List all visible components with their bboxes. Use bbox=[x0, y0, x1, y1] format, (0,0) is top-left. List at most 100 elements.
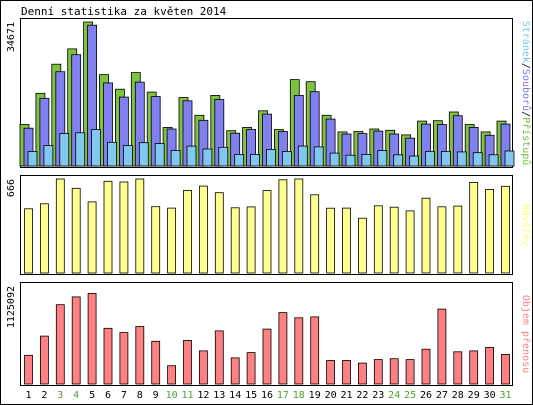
day-label-7: 7 bbox=[121, 390, 127, 401]
day-label-12: 12 bbox=[197, 390, 209, 401]
bar-visits-návštěv-day-17 bbox=[278, 179, 288, 274]
bar-kbytes-objem-přenosu-day-23 bbox=[373, 359, 383, 385]
bar-traffic-stránek-day-1 bbox=[27, 151, 38, 167]
bar-kbytes-objem-přenosu-day-3 bbox=[55, 304, 65, 385]
panel-max-label-visits: 666 bbox=[6, 179, 17, 197]
day-label-13: 13 bbox=[213, 390, 225, 401]
day-axis: 1 2 3 4 5 6 7 8 9 10 11 12 13 14 15 16 17 18 19 20 21 22 23 24 2… bbox=[25, 390, 511, 401]
day-label-17: 17 bbox=[277, 390, 289, 401]
panel-kbytes: 1125092 Objem přenosu bbox=[6, 282, 532, 386]
bar-traffic-stránek-day-5 bbox=[91, 129, 101, 167]
day-label-22: 22 bbox=[356, 390, 368, 401]
bar-kbytes-objem-přenosu-day-17 bbox=[278, 312, 288, 385]
panel-max-label-kbytes: 1125092 bbox=[6, 286, 17, 328]
day-label-19: 19 bbox=[309, 390, 321, 401]
day-label-15: 15 bbox=[245, 390, 257, 401]
legend-part: Objem přenosu bbox=[520, 295, 532, 373]
bar-visits-návštěv-day-31 bbox=[501, 185, 510, 274]
bar-traffic-stránek-day-28 bbox=[456, 151, 467, 167]
bar-traffic-stránek-day-7 bbox=[123, 145, 133, 167]
bar-traffic-stránek-day-12 bbox=[202, 148, 213, 167]
day-label-30: 30 bbox=[484, 390, 496, 401]
legend-part: Návštěv bbox=[520, 204, 532, 246]
bar-visits-návštěv-day-14 bbox=[230, 207, 240, 274]
bar-traffic-stránek-day-10 bbox=[170, 150, 181, 167]
day-label-21: 21 bbox=[340, 390, 352, 401]
day-label-24: 24 bbox=[388, 390, 400, 401]
panel-legend-visits: Návštěv bbox=[520, 204, 532, 246]
bar-kbytes-objem-přenosu-day-20 bbox=[326, 360, 336, 385]
bar-traffic-stránek-day-26 bbox=[425, 151, 435, 167]
bar-traffic-stránek-day-11 bbox=[186, 145, 197, 167]
bar-kbytes-objem-přenosu-day-15 bbox=[246, 352, 256, 385]
bar-traffic-stránek-day-2 bbox=[43, 145, 54, 167]
bar-kbytes-objem-přenosu-day-28 bbox=[453, 351, 463, 385]
panel-traffic: 34671 Stránek/Souborů/Přístupů bbox=[6, 18, 532, 168]
bar-traffic-stránek-day-14 bbox=[234, 153, 245, 167]
day-label-25: 25 bbox=[404, 390, 416, 401]
bar-visits-návštěv-day-13 bbox=[214, 192, 224, 274]
legend-part: Přístupů bbox=[520, 117, 532, 165]
bar-visits-návštěv-day-3 bbox=[55, 178, 65, 274]
bar-kbytes-objem-přenosu-day-5 bbox=[87, 292, 97, 385]
bar-traffic-stránek-day-31 bbox=[504, 150, 515, 167]
day-label-1: 1 bbox=[25, 390, 31, 401]
bar-traffic-stránek-day-9 bbox=[154, 143, 165, 167]
day-label-9: 9 bbox=[153, 390, 159, 401]
bar-traffic-stránek-day-29 bbox=[472, 152, 483, 167]
day-label-3: 3 bbox=[57, 390, 63, 401]
day-label-16: 16 bbox=[261, 390, 273, 401]
bar-visits-návštěv-day-10 bbox=[167, 207, 177, 274]
bar-kbytes-objem-přenosu-day-10 bbox=[167, 365, 177, 385]
bar-kbytes-objem-přenosu-day-1 bbox=[24, 354, 33, 385]
panel-legend-traffic: Stránek/Souborů/Přístupů bbox=[520, 21, 532, 166]
bar-traffic-stránek-day-16 bbox=[266, 148, 276, 167]
bar-visits-návštěv-day-4 bbox=[71, 187, 81, 274]
bar-kbytes-objem-přenosu-day-6 bbox=[103, 327, 113, 385]
bar-traffic-stránek-day-27 bbox=[440, 151, 451, 167]
bar-traffic-stránek-day-22 bbox=[361, 153, 372, 167]
bar-visits-návštěv-day-24 bbox=[389, 206, 399, 274]
day-label-4: 4 bbox=[73, 390, 79, 401]
bar-visits-návštěv-day-5 bbox=[87, 201, 97, 274]
bar-visits-návštěv-day-25 bbox=[405, 210, 415, 274]
day-label-11: 11 bbox=[181, 390, 193, 401]
bar-traffic-stránek-day-13 bbox=[218, 146, 229, 167]
bar-visits-návštěv-day-8 bbox=[135, 178, 145, 274]
day-label-2: 2 bbox=[41, 390, 47, 401]
bar-kbytes-objem-přenosu-day-30 bbox=[485, 346, 495, 385]
bar-traffic-stránek-day-19 bbox=[313, 146, 324, 167]
bar-kbytes-objem-přenosu-day-29 bbox=[469, 350, 479, 385]
legend-part: / bbox=[520, 111, 531, 117]
bar-traffic-stránek-day-30 bbox=[488, 154, 499, 167]
day-label-18: 18 bbox=[293, 390, 305, 401]
day-label-8: 8 bbox=[137, 390, 143, 401]
bar-kbytes-objem-přenosu-day-27 bbox=[437, 308, 447, 385]
day-label-29: 29 bbox=[468, 390, 480, 401]
bar-traffic-stránek-day-25 bbox=[409, 155, 420, 167]
bar-kbytes-objem-přenosu-day-19 bbox=[310, 316, 320, 385]
bar-visits-návštěv-day-2 bbox=[40, 203, 49, 274]
bar-traffic-stránek-day-4 bbox=[75, 132, 86, 167]
bar-traffic-stránek-day-18 bbox=[297, 145, 308, 167]
day-label-14: 14 bbox=[229, 390, 241, 401]
bar-visits-návštěv-day-23 bbox=[373, 205, 383, 274]
bar-visits-návštěv-day-18 bbox=[294, 178, 304, 274]
day-label-28: 28 bbox=[452, 390, 464, 401]
day-label-31: 31 bbox=[499, 390, 511, 401]
bar-traffic-stránek-day-6 bbox=[107, 141, 117, 167]
day-label-10: 10 bbox=[166, 390, 178, 401]
bar-kbytes-objem-přenosu-day-14 bbox=[230, 357, 240, 385]
panel-legend-kbytes: Objem přenosu bbox=[520, 295, 532, 373]
bar-kbytes-objem-přenosu-day-9 bbox=[151, 340, 161, 385]
bar-kbytes-objem-přenosu-day-2 bbox=[40, 335, 49, 385]
bar-visits-návštěv-day-28 bbox=[453, 205, 463, 274]
bar-visits-návštěv-day-26 bbox=[421, 197, 431, 274]
bar-traffic-stránek-day-20 bbox=[329, 152, 340, 167]
bar-kbytes-objem-přenosu-day-26 bbox=[421, 348, 431, 385]
bar-visits-návštěv-day-9 bbox=[151, 206, 161, 274]
bar-traffic-stránek-day-8 bbox=[138, 142, 149, 167]
bar-visits-návštěv-day-30 bbox=[485, 188, 495, 274]
day-label-20: 20 bbox=[325, 390, 337, 401]
